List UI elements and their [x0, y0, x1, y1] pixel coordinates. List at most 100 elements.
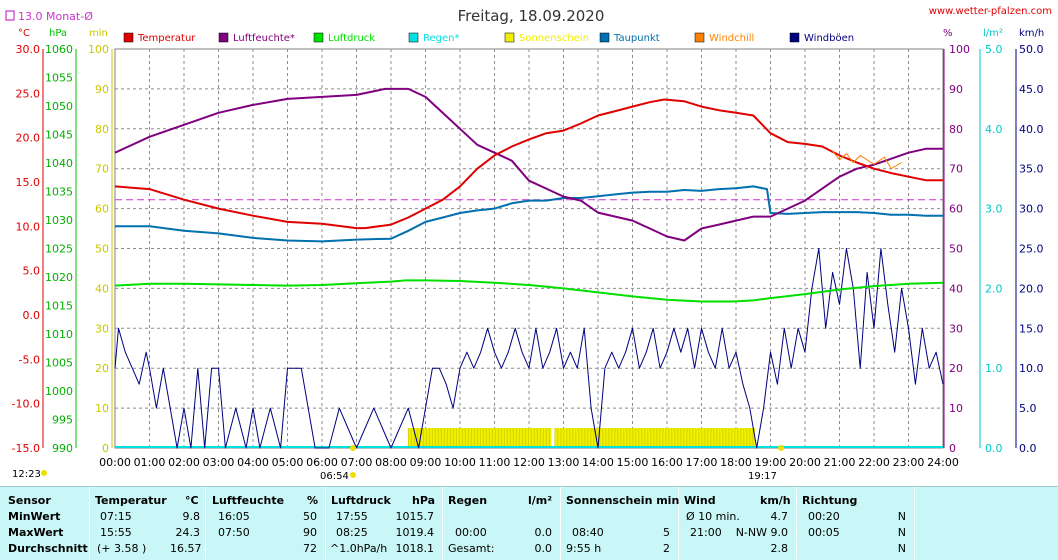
y-tick-label: 0 — [949, 442, 956, 455]
stats-header-wind-unit: km/h — [760, 494, 791, 507]
legend-swatch — [218, 32, 229, 43]
stats-cell: Ø 10 min. — [686, 510, 740, 523]
x-tick-label: 04:00 — [237, 456, 269, 469]
stats-row-label: Durchschnitt — [8, 542, 88, 555]
legend-label: Luftdruck — [328, 33, 375, 44]
stats-header-sunshine: Sonnenschein min — [566, 494, 680, 507]
stats-cell: 16:05 — [218, 510, 250, 523]
stats-cell: 16.57 — [170, 542, 202, 555]
stats-divider — [205, 487, 206, 560]
y-tick-label: 40 — [95, 282, 109, 295]
series-line-luftdruck — [114, 279, 944, 303]
x-tick-label: 22:00 — [858, 456, 890, 469]
stats-cell: 1018.1 — [395, 542, 435, 555]
x-tick-label: 02:00 — [168, 456, 200, 469]
wind-unit-label: km/h — [1019, 28, 1044, 39]
stats-cell: 07:15 — [100, 510, 132, 523]
now-marker-icon — [41, 470, 47, 476]
y-tick-label: 40 — [949, 282, 963, 295]
stats-header-temperature: Temperatur — [95, 494, 167, 507]
x-tick-label: 01:00 — [134, 456, 166, 469]
stats-cell: ^1.0hPa/h — [330, 542, 388, 555]
y-tick-label: 60 — [949, 203, 963, 216]
x-tick-label: 00:00 — [99, 456, 131, 469]
y-tick-label: 10 — [95, 402, 109, 415]
sunshine-bars — [407, 428, 755, 448]
x-tick-label: 21:00 — [824, 456, 856, 469]
y-tick-label: 40.0 — [1019, 123, 1044, 136]
y-tick-label: -5.0 — [19, 353, 40, 366]
stats-cell: 21:00 — [690, 526, 722, 539]
stats-cell: 2 — [663, 542, 670, 555]
y-tick-label: 90 — [95, 83, 109, 96]
sunset-icon — [778, 445, 784, 451]
stats-cell: 17:55 — [336, 510, 368, 523]
series-lines — [114, 87, 944, 449]
y-tick-label: 1045 — [45, 129, 73, 142]
y-tick-label: 20.0 — [16, 132, 41, 145]
y-tick-label: -15.0 — [12, 442, 40, 455]
y-tick-label: 50.0 — [1019, 43, 1044, 56]
y-tick-label: 1025 — [45, 243, 73, 256]
legend-swatch — [408, 32, 419, 43]
legend: Temperatur Luftfeuchte* Luftdruck Regen* Son… — [123, 32, 854, 44]
y-tick-label: 70 — [949, 163, 963, 176]
monthly-avg-label: 13.0 Monat-Ø — [18, 10, 93, 23]
y-tick-label: 50 — [95, 243, 109, 256]
y-tick-label: 60 — [95, 203, 109, 216]
y-tick-label: 70 — [95, 163, 109, 176]
stats-cell: 72 — [303, 542, 317, 555]
stats-cell: N-NW 9.0 — [735, 526, 788, 539]
series-line-luftfeuchte — [114, 87, 943, 242]
x-tick-label: 09:00 — [410, 456, 442, 469]
stats-header-press-unit: hPa — [412, 494, 436, 507]
stats-cell: 07:50 — [218, 526, 250, 539]
y-tick-label: 10 — [949, 402, 963, 415]
y-tick-label: 5.0 — [23, 265, 41, 278]
x-tick-label: 18:00 — [720, 456, 752, 469]
axis-ticks: 30.0 25.0 20.0 15.0 10.0 5.0 0.0 -5.0 -10.0 -15.0… — [12, 43, 1044, 469]
x-tick-label: 17:00 — [686, 456, 718, 469]
y-tick-label: 1015 — [45, 300, 73, 313]
y-tick-label: -10.0 — [12, 398, 40, 411]
stats-row-label: MaxWert — [8, 526, 64, 539]
legend-label: Windchill — [709, 33, 754, 44]
series-line-windben — [114, 248, 944, 449]
stats-cell: 2.8 — [770, 542, 789, 555]
y-tick-label: 35.0 — [1019, 163, 1044, 176]
temp-unit-label: °C — [18, 28, 30, 39]
sunrise-icon — [350, 445, 356, 451]
y-tick-label: 0.0 — [985, 442, 1003, 455]
y-tick-label: 15.0 — [16, 176, 41, 189]
stats-header-wind: Wind — [684, 494, 716, 507]
y-tick-label: 1060 — [45, 43, 73, 56]
y-tick-label: 1035 — [45, 186, 73, 199]
x-tick-label: 19:00 — [755, 456, 787, 469]
y-tick-label: 1010 — [45, 328, 73, 341]
rain-unit-label: l/m² — [983, 28, 1003, 39]
y-tick-label: 1040 — [45, 157, 73, 170]
stats-cell: 5 — [663, 526, 670, 539]
stats-divider — [796, 487, 797, 560]
x-tick-label: 12:00 — [513, 456, 545, 469]
legend-swatch — [694, 32, 705, 43]
y-tick-label: 0.0 — [23, 309, 41, 322]
y-tick-label: 990 — [52, 442, 73, 455]
x-tick-label: 10:00 — [444, 456, 476, 469]
legend-label: Windböen — [804, 33, 854, 44]
y-tick-label: 1050 — [45, 100, 73, 113]
x-tick-label: 05:00 — [272, 456, 304, 469]
x-tick-label: 23:00 — [893, 456, 925, 469]
legend-label: Regen* — [423, 33, 460, 44]
y-tick-label: 1020 — [45, 271, 73, 284]
stats-cell: 4.7 — [770, 510, 789, 523]
stats-cell: N — [897, 526, 906, 539]
stats-cell: 15:55 — [100, 526, 132, 539]
stats-divider — [678, 487, 679, 560]
y-tick-label: 10.0 — [1019, 362, 1044, 375]
sunrise-marker-icon — [350, 472, 356, 478]
stats-divider — [560, 487, 561, 560]
site-link[interactable]: www.wetter-pfalzen.com — [929, 6, 1052, 17]
now-time: 12:23 — [12, 469, 41, 480]
y-tick-label: 20.0 — [1019, 282, 1044, 295]
